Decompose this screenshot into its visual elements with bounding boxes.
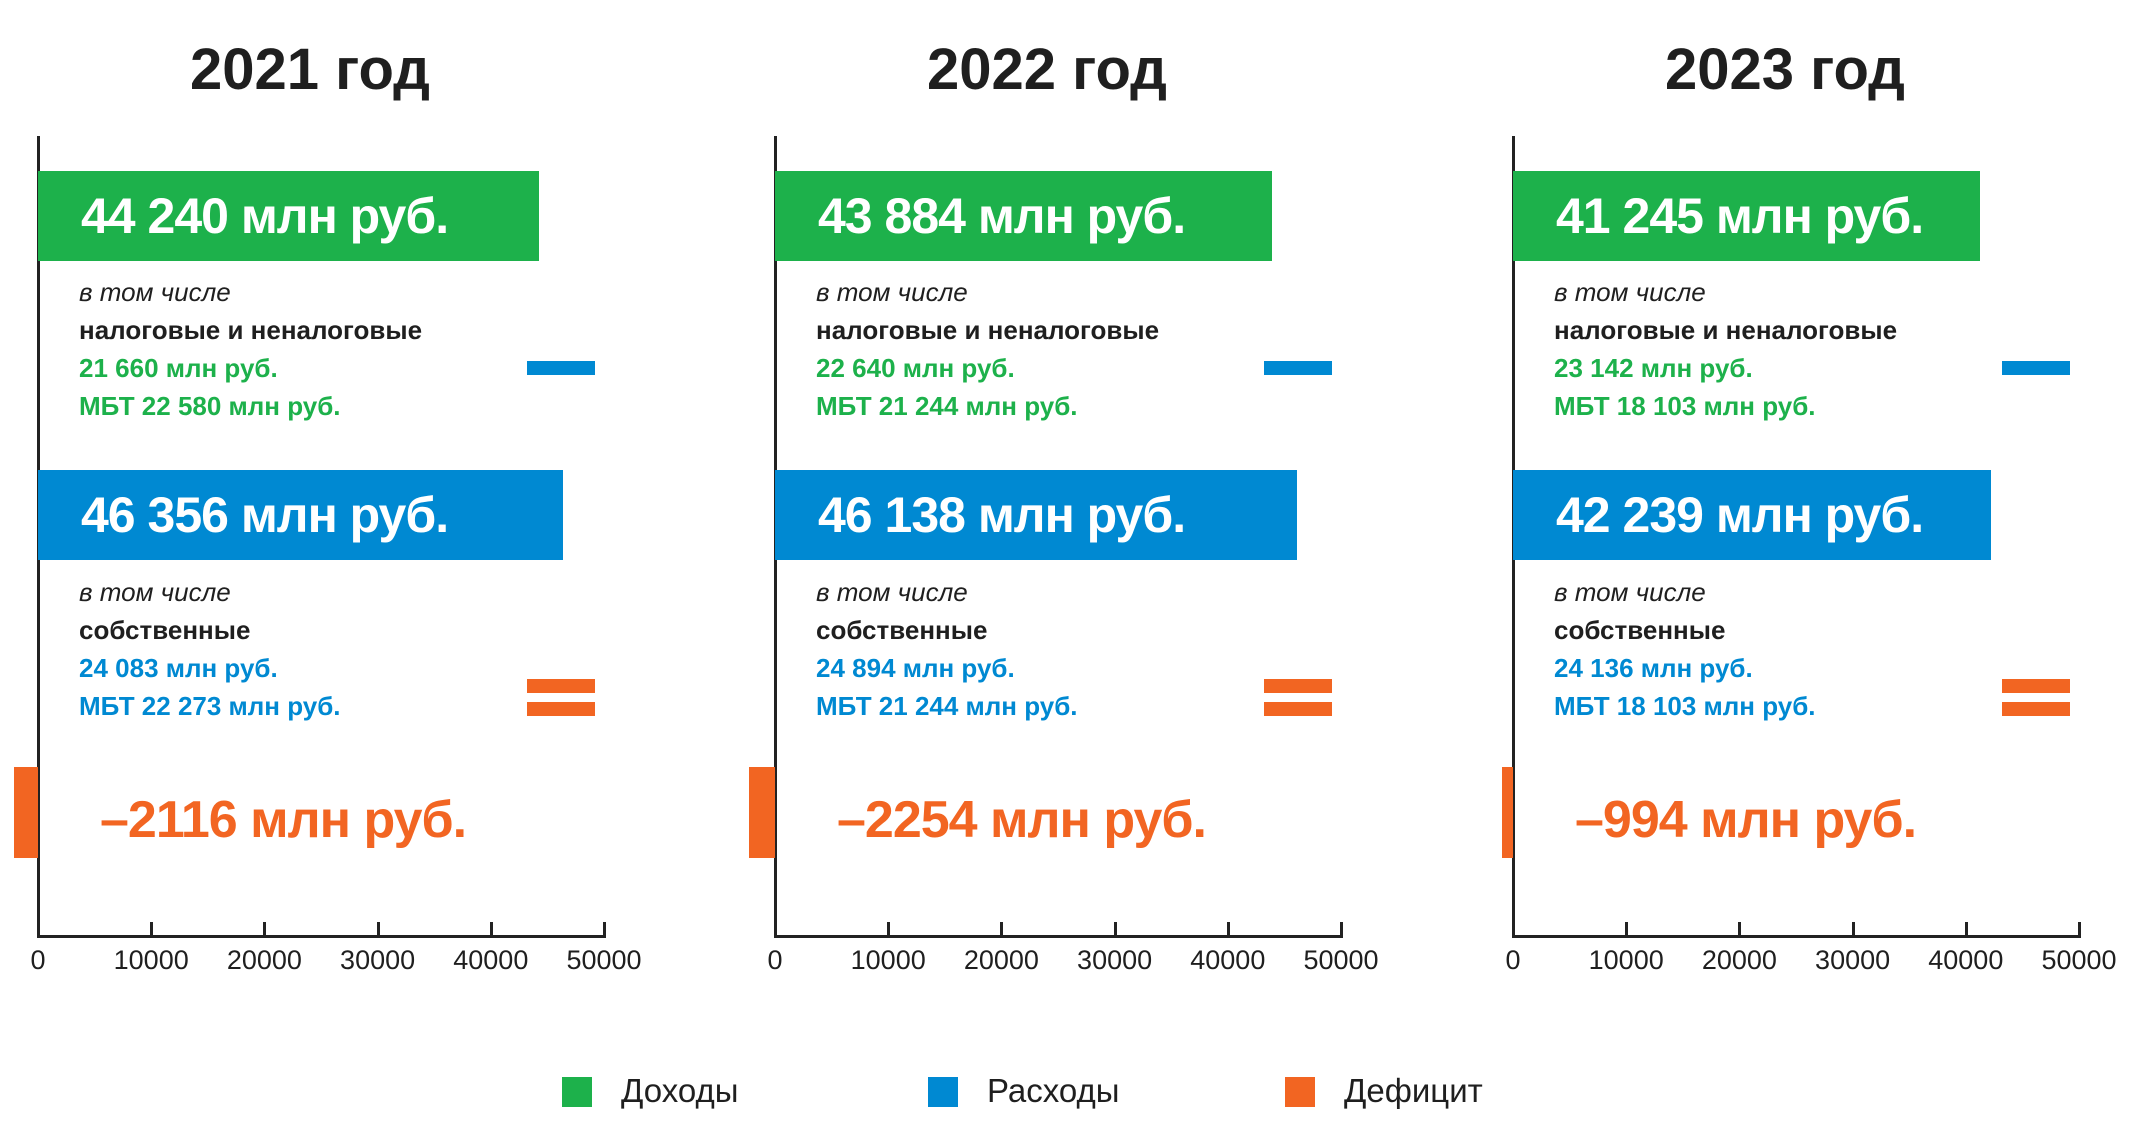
income-incl-label: в том числе bbox=[816, 277, 968, 307]
legend-label: Дефицит bbox=[1344, 1072, 1483, 1109]
x-tick-label: 20000 bbox=[226, 945, 302, 975]
expense-line1: 24 083 млн руб. bbox=[79, 653, 278, 683]
expense-line2: МБТ 18 103 млн руб. bbox=[1554, 691, 1816, 721]
income-incl-label: в том числе bbox=[1554, 277, 1706, 307]
deficit-label: –2116 млн руб. bbox=[100, 791, 467, 849]
expense-bar bbox=[775, 470, 1298, 560]
expense-incl-label: в том числе bbox=[79, 577, 231, 607]
x-tick bbox=[603, 922, 606, 936]
expense-sub-title: собственные bbox=[79, 615, 251, 645]
panel-title: 2022 год bbox=[926, 37, 1167, 102]
expense-bar bbox=[1513, 470, 1992, 560]
expense-line2: МБТ 21 244 млн руб. bbox=[816, 691, 1078, 721]
x-tick bbox=[1113, 922, 1117, 936]
legend-label: Расходы bbox=[987, 1072, 1120, 1109]
x-tick bbox=[1226, 922, 1230, 936]
x-tick-label: 50000 bbox=[566, 945, 642, 975]
expense-bar-label: 46 138 млн руб. bbox=[818, 487, 1186, 543]
expense-bar-label: 42 239 млн руб. bbox=[1556, 487, 1924, 543]
x-tick bbox=[489, 922, 493, 936]
x-axis bbox=[38, 935, 606, 938]
panel-title: 2021 год bbox=[189, 37, 430, 102]
x-tick-label: 50000 bbox=[2041, 945, 2117, 975]
minus-icon bbox=[527, 361, 595, 375]
x-tick-label: 30000 bbox=[1077, 945, 1153, 975]
minus-icon bbox=[2002, 361, 2070, 375]
income-bar bbox=[775, 171, 1272, 261]
income-bar bbox=[38, 171, 539, 261]
deficit-bar bbox=[1501, 767, 1513, 858]
x-tick bbox=[1512, 922, 1515, 936]
x-tick-label: 20000 bbox=[963, 945, 1039, 975]
x-tick-label: 40000 bbox=[1928, 945, 2004, 975]
equals-icon-top bbox=[527, 679, 595, 693]
x-tick-label: 0 bbox=[767, 945, 783, 975]
income-line2: МБТ 18 103 млн руб. bbox=[1554, 391, 1816, 421]
x-tick bbox=[376, 922, 380, 936]
x-tick-label: 30000 bbox=[1815, 945, 1891, 975]
x-tick bbox=[774, 922, 777, 936]
x-tick-label: 20000 bbox=[1701, 945, 1777, 975]
x-tick-label: 40000 bbox=[453, 945, 529, 975]
x-tick bbox=[1340, 922, 1343, 936]
x-tick-label: 0 bbox=[30, 945, 46, 975]
x-tick-label: 40000 bbox=[1190, 945, 1266, 975]
deficit-bar bbox=[749, 767, 775, 858]
income-bar-label: 44 240 млн руб. bbox=[81, 188, 449, 244]
legend-swatch-1 bbox=[928, 1077, 958, 1107]
x-tick bbox=[1738, 922, 1742, 936]
income-line1: 21 660 млн руб. bbox=[79, 353, 278, 383]
expense-line1: 24 136 млн руб. bbox=[1554, 653, 1753, 683]
expense-incl-label: в том числе bbox=[816, 577, 968, 607]
income-bar-label: 41 245 млн руб. bbox=[1556, 188, 1924, 244]
expense-bar-label: 46 356 млн руб. bbox=[81, 487, 449, 543]
x-axis bbox=[775, 935, 1343, 938]
equals-icon-bottom bbox=[2002, 702, 2070, 716]
income-line1: 22 640 млн руб. bbox=[816, 353, 1015, 383]
x-tick-label: 10000 bbox=[850, 945, 926, 975]
income-incl-label: в том числе bbox=[79, 277, 231, 307]
expense-sub-title: собственные bbox=[1554, 615, 1726, 645]
expense-line2: МБТ 22 273 млн руб. bbox=[79, 691, 341, 721]
x-tick-label: 10000 bbox=[113, 945, 189, 975]
legend-swatch-2 bbox=[1285, 1077, 1315, 1107]
equals-icon-bottom bbox=[1264, 702, 1332, 716]
x-tick bbox=[1851, 922, 1855, 936]
income-sub-title: налоговые и неналоговые bbox=[79, 315, 423, 345]
x-tick-label: 10000 bbox=[1588, 945, 1664, 975]
panel-title: 2023 год bbox=[1664, 37, 1905, 102]
expense-bar bbox=[38, 470, 563, 560]
x-axis bbox=[1513, 935, 2081, 938]
income-bar bbox=[1513, 171, 1980, 261]
x-tick bbox=[1964, 922, 1968, 936]
x-tick-label: 30000 bbox=[340, 945, 416, 975]
equals-icon-top bbox=[2002, 679, 2070, 693]
x-tick-label: 0 bbox=[1505, 945, 1521, 975]
deficit-label: –2254 млн руб. bbox=[837, 791, 1207, 849]
deficit-bar bbox=[14, 767, 38, 858]
x-tick bbox=[263, 922, 267, 936]
x-tick bbox=[2078, 922, 2081, 936]
minus-icon bbox=[1264, 361, 1332, 375]
x-tick bbox=[1625, 922, 1629, 936]
equals-icon-top bbox=[1264, 679, 1332, 693]
x-tick bbox=[887, 922, 891, 936]
deficit-label: –994 млн руб. bbox=[1575, 791, 1917, 849]
x-tick-label: 50000 bbox=[1303, 945, 1379, 975]
legend-label: Доходы bbox=[621, 1072, 739, 1109]
income-line1: 23 142 млн руб. bbox=[1554, 353, 1753, 383]
income-line2: МБТ 22 580 млн руб. bbox=[79, 391, 341, 421]
equals-icon-bottom bbox=[527, 702, 595, 716]
income-bar-label: 43 884 млн руб. bbox=[818, 188, 1186, 244]
income-sub-title: налоговые и неналоговые bbox=[1554, 315, 1898, 345]
x-tick bbox=[37, 922, 40, 936]
expense-line1: 24 894 млн руб. bbox=[816, 653, 1015, 683]
expense-incl-label: в том числе bbox=[1554, 577, 1706, 607]
expense-sub-title: собственные bbox=[816, 615, 988, 645]
income-line2: МБТ 21 244 млн руб. bbox=[816, 391, 1078, 421]
legend-swatch-0 bbox=[562, 1077, 592, 1107]
income-sub-title: налоговые и неналоговые bbox=[816, 315, 1160, 345]
x-tick bbox=[1000, 922, 1004, 936]
x-tick bbox=[150, 922, 154, 936]
